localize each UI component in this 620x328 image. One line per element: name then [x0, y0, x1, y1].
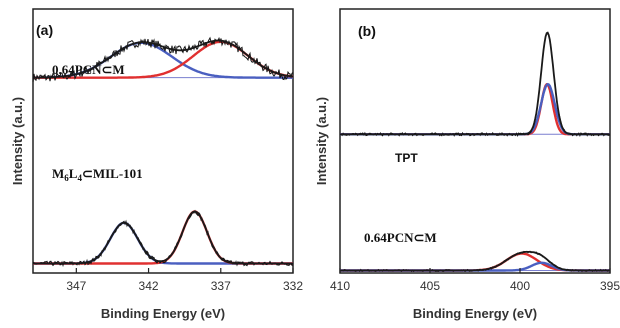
panel-a-frame — [32, 8, 294, 274]
panel-a-ylabel: Intensity (a.u.) — [10, 97, 25, 185]
panel-a-trace-label-bottom: M6L4⊂MIL-101 — [52, 166, 143, 183]
panel-b-component-red — [340, 82, 610, 136]
panel-b-fit-line — [340, 31, 610, 136]
panel-a-xlabel: Binding Energy (eV) — [101, 306, 225, 321]
panel-a-label-l: L — [69, 166, 78, 181]
panel-a-component-red — [33, 210, 293, 265]
panel-b: (b) TPT 0.64PCN⊂M 410 405 400 395 Intensity… — [314, 8, 620, 321]
panel-a-experimental-line — [32, 209, 294, 268]
panel-b-frame — [339, 8, 611, 274]
panel-b-fit-line — [340, 251, 610, 272]
panel-a-label-m: M — [52, 166, 64, 181]
panel-a-x-tick-label: 332 — [283, 279, 303, 293]
panel-a-label-sub6: 6 — [64, 173, 69, 183]
panel-a-x-tick-label: 337 — [211, 279, 231, 293]
panel-a-x-tick-label: 347 — [66, 279, 86, 293]
panel-a: (a) 0.64PCN⊂M M6L4⊂MIL-101 347 342 337 332 … — [10, 8, 303, 321]
panel-b-experimental-line — [339, 250, 611, 273]
panel-b-component-red — [340, 252, 610, 272]
panel-b-traces — [339, 31, 611, 273]
panel-b-xlabel: Binding Energy (eV) — [413, 306, 537, 321]
panel-b-x-tick-label: 410 — [330, 279, 350, 293]
panel-b-trace-label-bottom: 0.64PCN⊂M — [364, 230, 437, 245]
panel-a-label: (a) — [36, 22, 53, 38]
panel-b-x-tick-label: 405 — [420, 279, 440, 293]
panel-a-component-blue — [33, 221, 293, 265]
panel-b-ylabel: Intensity (a.u.) — [314, 97, 329, 185]
panel-a-traces — [32, 36, 294, 268]
panel-b-trace-label-top: TPT — [395, 151, 418, 165]
panel-a-x-tick-label: 342 — [139, 279, 159, 293]
panel-b-x-tick-label: 400 — [510, 279, 530, 293]
panel-a-experimental-line — [32, 36, 294, 83]
panel-b-component-blue — [340, 82, 610, 136]
panel-b-label: (b) — [358, 23, 376, 39]
panel-a-label-sub4: 4 — [77, 173, 82, 183]
panel-a-label-rest: ⊂MIL-101 — [82, 166, 143, 181]
panel-b-experimental-line — [339, 31, 611, 138]
panel-b-ticks: 410 405 400 395 — [330, 268, 620, 293]
panel-a-ticks: 347 342 337 332 — [66, 268, 303, 293]
panel-a-fit-line — [33, 39, 294, 79]
panel-a-fit-line — [33, 210, 293, 265]
panel-b-x-tick-label: 395 — [600, 279, 620, 293]
